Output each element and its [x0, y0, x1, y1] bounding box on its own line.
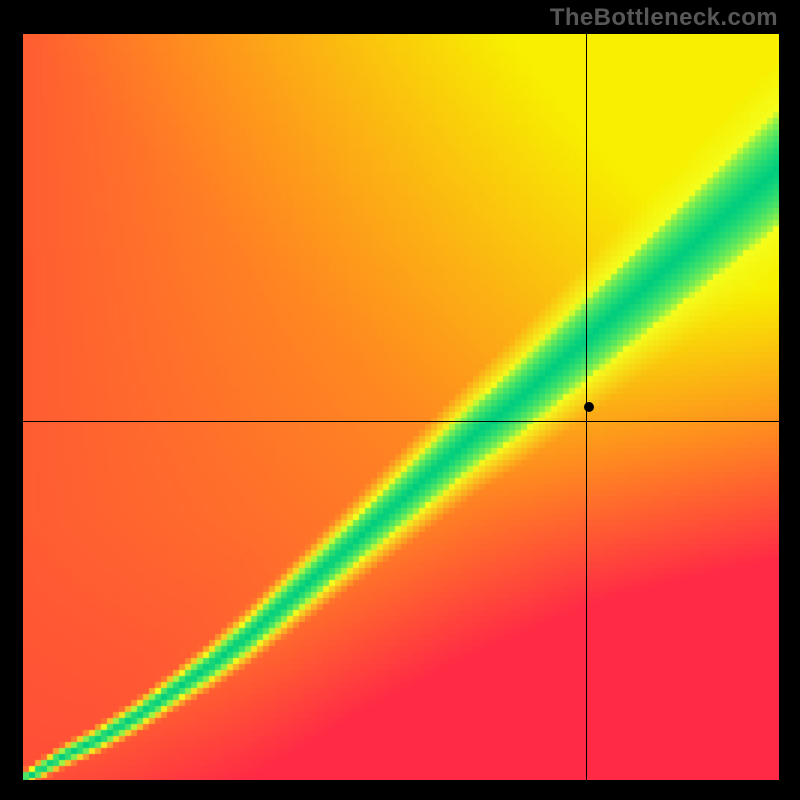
crosshair-horizontal-line [23, 421, 779, 422]
crosshair-marker-dot [584, 402, 594, 412]
watermark-text: TheBottleneck.com [550, 4, 778, 32]
bottleneck-heatmap-canvas [23, 34, 779, 780]
